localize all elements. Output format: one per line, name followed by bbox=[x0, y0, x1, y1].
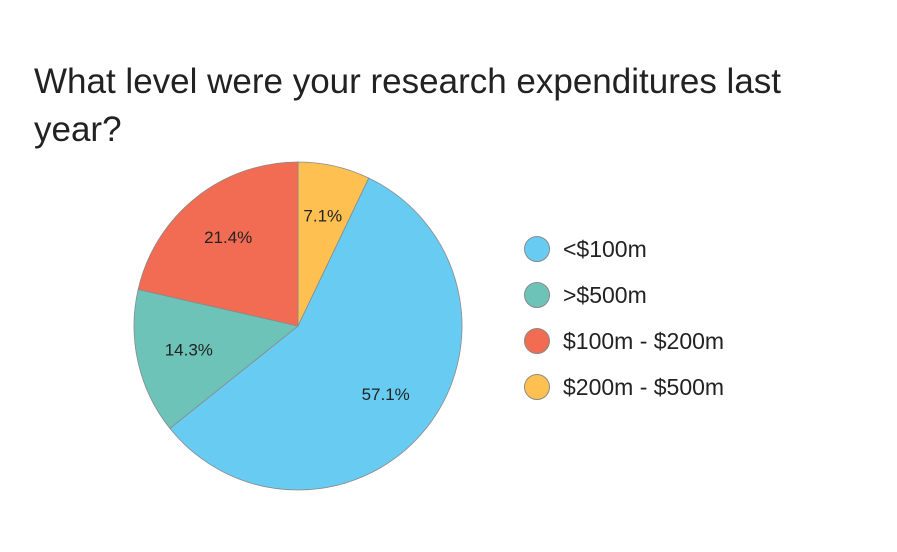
legend-swatch bbox=[524, 282, 550, 308]
pie-slice-100m-200m bbox=[137, 161, 299, 327]
pie-slice-label: 7.1% bbox=[303, 206, 342, 225]
pie-slice-labels: 7.1% 57.1% 14.3% 21.4% bbox=[165, 206, 410, 404]
pie-slice-100m bbox=[169, 177, 463, 491]
chart-title: What level were your research expenditur… bbox=[34, 62, 782, 149]
chart-legend: <$100m >$500m $100m - $200m $200m - $500m bbox=[524, 226, 724, 410]
legend-item: $200m - $500m bbox=[524, 364, 724, 410]
legend-label: $100m - $200m bbox=[563, 327, 725, 354]
legend-label: <$100m bbox=[563, 235, 647, 262]
pie-slices bbox=[133, 161, 463, 491]
legend-item: >$500m bbox=[524, 272, 724, 318]
legend-label: >$500m bbox=[563, 281, 647, 308]
pie-slice-label: 21.4% bbox=[204, 228, 252, 247]
legend-swatch bbox=[524, 328, 550, 354]
legend-item: <$100m bbox=[524, 226, 724, 272]
legend-label: $200m - $500m bbox=[563, 373, 725, 400]
pie-slice-label: 14.3% bbox=[165, 340, 213, 359]
legend-swatch bbox=[524, 374, 550, 400]
legend-item: $100m - $200m bbox=[524, 318, 724, 364]
pie-slice-label: 57.1% bbox=[362, 385, 410, 404]
pie-slice-500m bbox=[133, 288, 299, 429]
legend-swatch bbox=[524, 236, 550, 262]
